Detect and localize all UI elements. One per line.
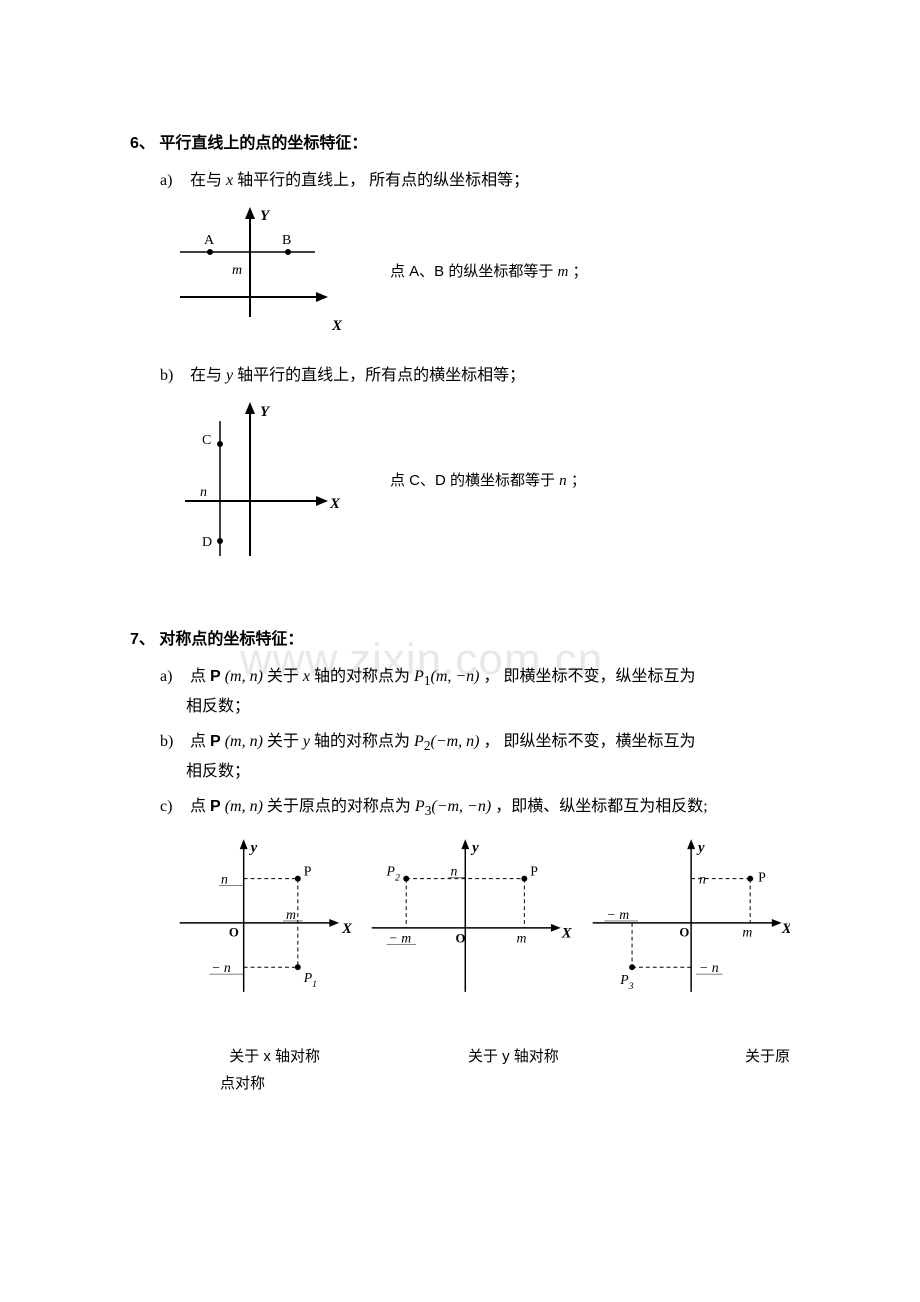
section7-item-c: c) 点 P (m, n) 关于原点的对称点为 P3(−m, −n) ，即横、纵… [160,793,790,823]
svg-text:P2: P2 [385,864,399,884]
svg-text:n: n [221,872,228,887]
y-axis-label: Y [260,404,271,420]
svg-text:y: y [249,840,258,856]
svg-text:m: m [743,925,753,940]
section6-title: 6、 平行直线上的点的坐标特征： [130,130,790,159]
svg-text:m: m [516,931,526,946]
three-symmetry-diagrams: y X O P P1 n − n m y [160,833,790,1003]
caption-origin-sym-cont: 点对称 [220,1070,265,1097]
svg-text:O: O [455,932,465,946]
item-label: b) [160,362,186,391]
caption-origin-sym: 关于原 [658,1043,791,1070]
item-text: 在与 y 轴平行的直线上，所有点的横坐标相等； [190,367,525,384]
point-d-label: D [202,535,212,550]
page-content: 6、 平行直线上的点的坐标特征： a) 在与 x 轴平行的直线上， 所有点的纵坐… [130,130,790,1097]
item-label: b) [160,728,186,757]
diagram-x-symmetry: y X O P P1 n − n m [160,833,357,1003]
diagram-b-row: Y X C D n 点 C、D 的横坐标都等于 n ； [160,396,790,566]
section7-item-a: a) 点 P (m, n) 关于 x 轴的对称点为 P1(m, −n) ， 即横… [160,663,790,722]
x-axis-label: X [329,496,341,512]
diagram-a-row: Y X A B m 点 A、B 的纵坐标都等于 m ； [160,202,790,342]
item-label: a) [160,663,186,692]
svg-text:− n: − n [211,960,231,975]
item-label: c) [160,793,186,822]
item-label: a) [160,167,186,196]
caption-y-sym: 关于 y 轴对称 [409,1043,617,1070]
diagram-y-symmetry: y X O P2 P n − m m [357,833,574,1003]
section6-item-a: a) 在与 x 轴平行的直线上， 所有点的纵坐标相等； [160,167,790,196]
point-b-label: B [282,233,291,248]
point-a-label: A [204,233,215,248]
svg-text:O: O [229,926,239,940]
item-text-cont: 相反数； [186,758,790,787]
svg-text:y: y [696,840,705,856]
symmetry-captions-2: 点对称 [160,1070,790,1097]
svg-text:− m: − m [388,931,411,946]
item-text-cont: 相反数； [186,693,790,722]
svg-text:− n: − n [699,960,719,975]
section7-title: 7、 对称点的坐标特征： [130,626,790,655]
svg-text:P: P [759,870,767,885]
svg-text:n: n [699,872,706,887]
x-axis-label: X [331,318,343,334]
diagram-origin-symmetry: y X O P P3 n m − m − n [573,833,790,1003]
item-text: 点 P (m, n) 关于 x 轴的对称点为 P1(m, −n) ， 即横坐标不… [190,668,696,685]
item-text: 点 P (m, n) 关于原点的对称点为 P3(−m, −n) ，即横、纵坐标都… [190,798,708,815]
diagram-parallel-y: Y X C D n [160,396,350,566]
caption-x-sym: 关于 x 轴对称 [180,1043,369,1070]
m-label: m [232,263,242,278]
item-text: 在与 x 轴平行的直线上， 所有点的纵坐标相等； [190,172,529,189]
symmetry-captions: 关于 x 轴对称 关于 y 轴对称 关于原 [160,1043,790,1070]
svg-text:− m: − m [607,907,630,922]
diagram-b-caption: 点 C、D 的横坐标都等于 n ； [390,467,586,495]
item-text: 点 P (m, n) 关于 y 轴的对称点为 P2(−m, n) ， 即纵坐标不… [190,733,696,750]
section6-item-b: b) 在与 y 轴平行的直线上，所有点的横坐标相等； [160,362,790,391]
svg-text:P3: P3 [620,972,634,992]
diagram-parallel-x: Y X A B m [160,202,350,342]
svg-text:X: X [341,921,353,937]
y-axis-label: Y [260,208,271,224]
svg-text:P: P [304,864,312,879]
svg-text:X: X [561,926,573,942]
n-label: n [200,485,207,500]
section7-item-b: b) 点 P (m, n) 关于 y 轴的对称点为 P2(−m, n) ， 即纵… [160,728,790,787]
svg-text:m: m [286,907,296,922]
svg-text:O: O [680,926,690,940]
svg-text:X: X [781,921,790,937]
diagram-a-caption: 点 A、B 的纵坐标都等于 m ； [390,258,588,286]
svg-text:n: n [450,864,457,879]
point-c-label: C [202,433,211,448]
svg-text:P: P [530,864,538,879]
svg-text:P1: P1 [303,970,317,990]
svg-text:y: y [470,840,479,856]
